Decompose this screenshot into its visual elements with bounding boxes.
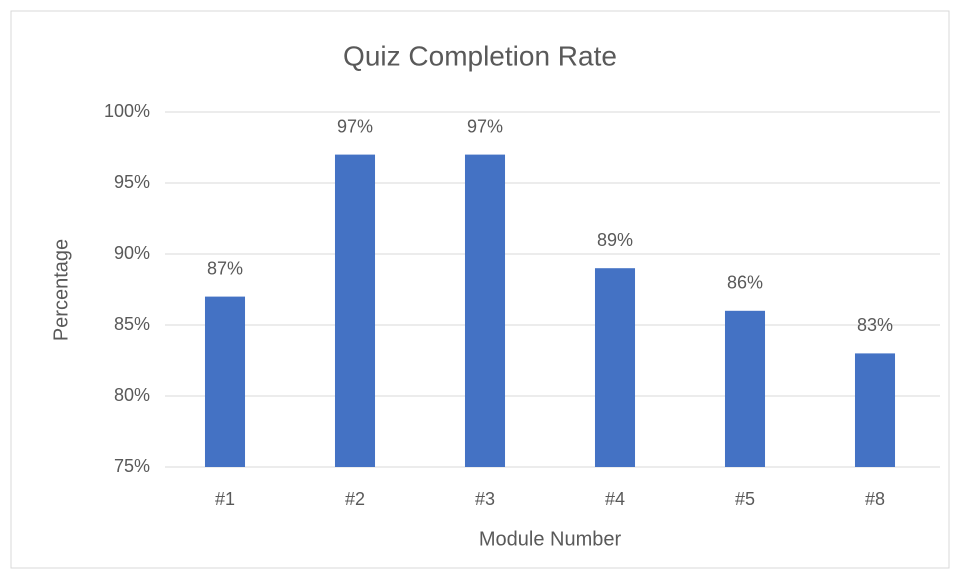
y-tick-label: 95%	[114, 172, 150, 192]
x-tick-label: #3	[475, 489, 495, 509]
value-label: 87%	[207, 258, 243, 278]
bar	[464, 154, 506, 467]
x-tick-label: #2	[345, 489, 365, 509]
bar	[724, 310, 766, 467]
y-axis-title: Percentage	[50, 239, 72, 341]
value-label: 97%	[467, 116, 503, 136]
value-label: 97%	[337, 116, 373, 136]
bar	[204, 296, 246, 467]
x-tick-label: #5	[735, 489, 755, 509]
value-label: 89%	[597, 230, 633, 250]
x-tick-label: #1	[215, 489, 235, 509]
x-tick-label: #8	[865, 489, 885, 509]
y-tick-label: 75%	[114, 456, 150, 476]
y-tick-label: 90%	[114, 243, 150, 263]
x-tick-label: #4	[605, 489, 625, 509]
bar	[594, 268, 636, 467]
y-tick-label: 80%	[114, 385, 150, 405]
bar	[854, 353, 896, 467]
chart-title: Quiz Completion Rate	[343, 40, 617, 71]
bar	[334, 154, 376, 467]
value-label: 83%	[857, 315, 893, 335]
y-tick-label: 85%	[114, 314, 150, 334]
value-label: 86%	[727, 273, 763, 293]
y-tick-label: 100%	[104, 101, 150, 121]
x-axis-title: Module Number	[479, 528, 622, 550]
